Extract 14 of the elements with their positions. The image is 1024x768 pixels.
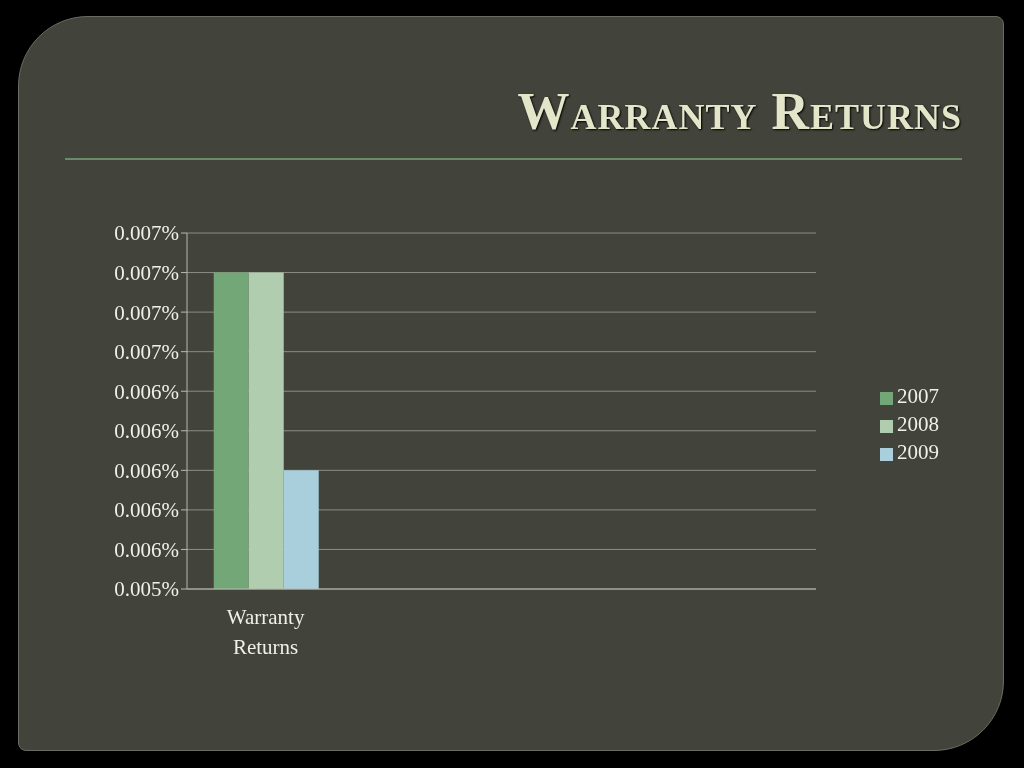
y-tick-label: 0.006% xyxy=(114,419,179,444)
y-tick-label: 0.007% xyxy=(114,340,179,365)
y-tick-label: 0.007% xyxy=(114,300,179,325)
y-tick-label: 0.007% xyxy=(114,261,179,286)
y-tick-label: 0.006% xyxy=(114,379,179,404)
y-tick-label: 0.006% xyxy=(114,537,179,562)
legend-label: 2007 xyxy=(897,384,939,408)
y-tick-label: 0.006% xyxy=(114,498,179,523)
legend-label: 2009 xyxy=(897,440,939,464)
legend-label: 2008 xyxy=(897,412,939,436)
y-tick-label: 0.006% xyxy=(114,458,179,483)
y-tick-label: 0.005% xyxy=(114,577,179,602)
y-tick-label: 0.007% xyxy=(114,221,179,246)
chart-title: Warranty Returns xyxy=(517,82,962,141)
